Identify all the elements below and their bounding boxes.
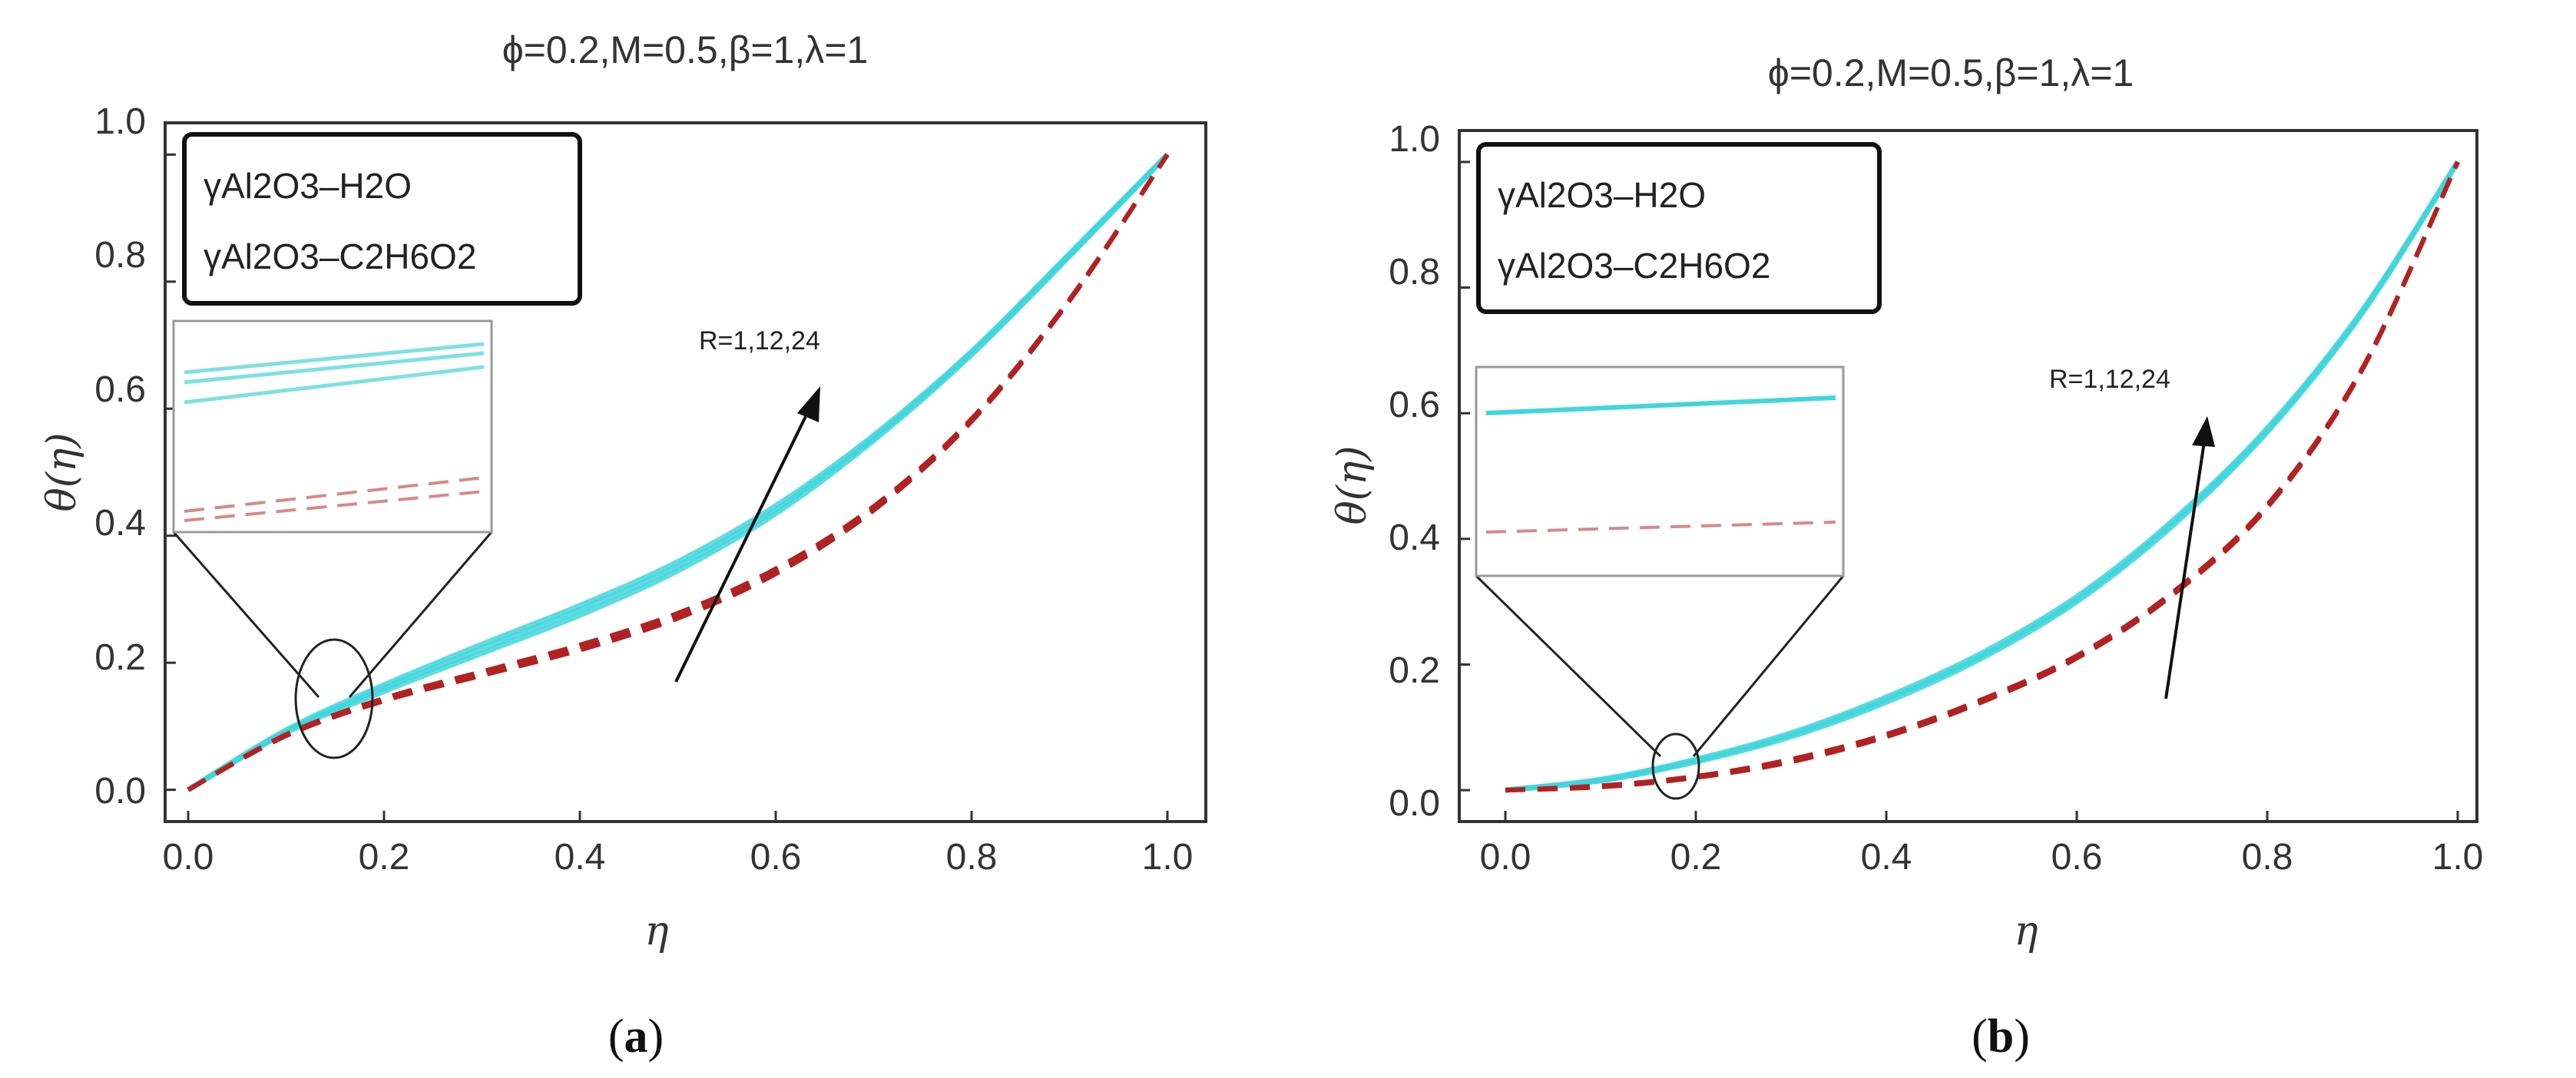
tick-marks bbox=[1459, 160, 2459, 822]
legend-entry: γAl2O3–H2O bbox=[204, 166, 412, 206]
y-tick-label: 0.2 bbox=[1389, 650, 1440, 691]
annotation-label: R=1,12,24 bbox=[699, 326, 820, 355]
x-tick-label: 0.4 bbox=[555, 837, 606, 878]
x-tick-label: 1.0 bbox=[1142, 837, 1194, 878]
plot-frame bbox=[1458, 129, 2478, 823]
y-tick-label: 0.0 bbox=[94, 771, 146, 812]
y-tick-label: 0.4 bbox=[1389, 518, 1440, 558]
legend: γAl2O3–H2O γAl2O3–C2H6O2 bbox=[182, 132, 582, 306]
y-tick-label: 0.4 bbox=[94, 503, 146, 544]
zoom-ellipse bbox=[1651, 732, 1700, 800]
legend: γAl2O3–H2O γAl2O3–C2H6O2 bbox=[1476, 142, 1882, 314]
x-axis-label: η bbox=[2014, 908, 2038, 954]
series-line-glycol bbox=[187, 153, 1170, 792]
y-tick-label: 1.0 bbox=[1389, 119, 1440, 160]
x-tick-label: 0.0 bbox=[163, 837, 214, 878]
series-lines bbox=[187, 152, 1170, 792]
series-lines bbox=[1505, 160, 2460, 793]
x-tick-label: 0.8 bbox=[2242, 837, 2293, 878]
y-tick-label: 0.8 bbox=[94, 235, 146, 276]
y-axis-label: θ(η) bbox=[1329, 445, 1376, 524]
legend-entry: γAl2O3–H2O bbox=[1498, 175, 1706, 215]
series-line-glycol bbox=[187, 153, 1170, 792]
x-tick-label: 0.8 bbox=[946, 837, 998, 878]
annotation-arrow: R=1,12,24 bbox=[674, 326, 820, 683]
y-tick-label: 0.6 bbox=[1389, 385, 1440, 425]
chart-title: ϕ=0.2,M=0.5,β=1,λ=1 bbox=[1768, 51, 2134, 94]
y-tick-label: 1.0 bbox=[94, 101, 146, 142]
y-tick-label: 0.6 bbox=[94, 369, 146, 410]
zoom-ellipse bbox=[294, 638, 374, 759]
annotation-arrow: R=1,12,24 bbox=[2049, 365, 2215, 699]
y-axis-label: θ(η) bbox=[39, 432, 85, 511]
series-line-glycol bbox=[1505, 160, 2460, 793]
legend-entry: γAl2O3–C2H6O2 bbox=[204, 236, 476, 276]
panel-a: ϕ=0.2,M=0.5,β=1,λ=1 0.0 0.2 0.4 0.6 0.8 … bbox=[39, 28, 1207, 1063]
x-tick-label: 0.2 bbox=[359, 837, 410, 878]
inset-box bbox=[1475, 365, 1845, 577]
x-tick-label: 0.2 bbox=[1670, 837, 1722, 878]
inset-box bbox=[172, 319, 493, 534]
panel-label-a: (a) bbox=[608, 1010, 664, 1063]
inset-zoom bbox=[172, 319, 493, 759]
legend-box bbox=[182, 132, 582, 306]
panel-label-b: (b) bbox=[1972, 1010, 2030, 1063]
chart-title: ϕ=0.2,M=0.5,β=1,λ=1 bbox=[502, 28, 869, 71]
plot-frame bbox=[164, 121, 1207, 823]
series-line-glycol bbox=[187, 153, 1170, 792]
x-tick-label: 0.0 bbox=[1480, 837, 1531, 878]
x-tick-label: 0.4 bbox=[1861, 837, 1912, 878]
x-axis-label: η bbox=[644, 908, 668, 954]
x-tick-label: 0.6 bbox=[750, 837, 802, 878]
x-tick-label: 1.0 bbox=[2432, 837, 2484, 878]
inset-zoom bbox=[1475, 365, 1845, 800]
panel-b: ϕ=0.2,M=0.5,β=1,λ=1 0.0 0.2 0.4 0.6 0.8 … bbox=[1329, 51, 2483, 1063]
series-line-water bbox=[187, 152, 1170, 792]
x-tick-label: 0.6 bbox=[2051, 837, 2103, 878]
y-tick-label: 0.0 bbox=[1389, 783, 1440, 824]
y-tick-label: 0.2 bbox=[94, 637, 146, 678]
legend-entry: γAl2O3–C2H6O2 bbox=[1498, 246, 1770, 286]
series-line-water bbox=[1505, 160, 2460, 793]
annotation-label: R=1,12,24 bbox=[2049, 365, 2170, 394]
legend-box bbox=[1476, 142, 1882, 314]
y-tick-label: 0.8 bbox=[1389, 252, 1440, 293]
